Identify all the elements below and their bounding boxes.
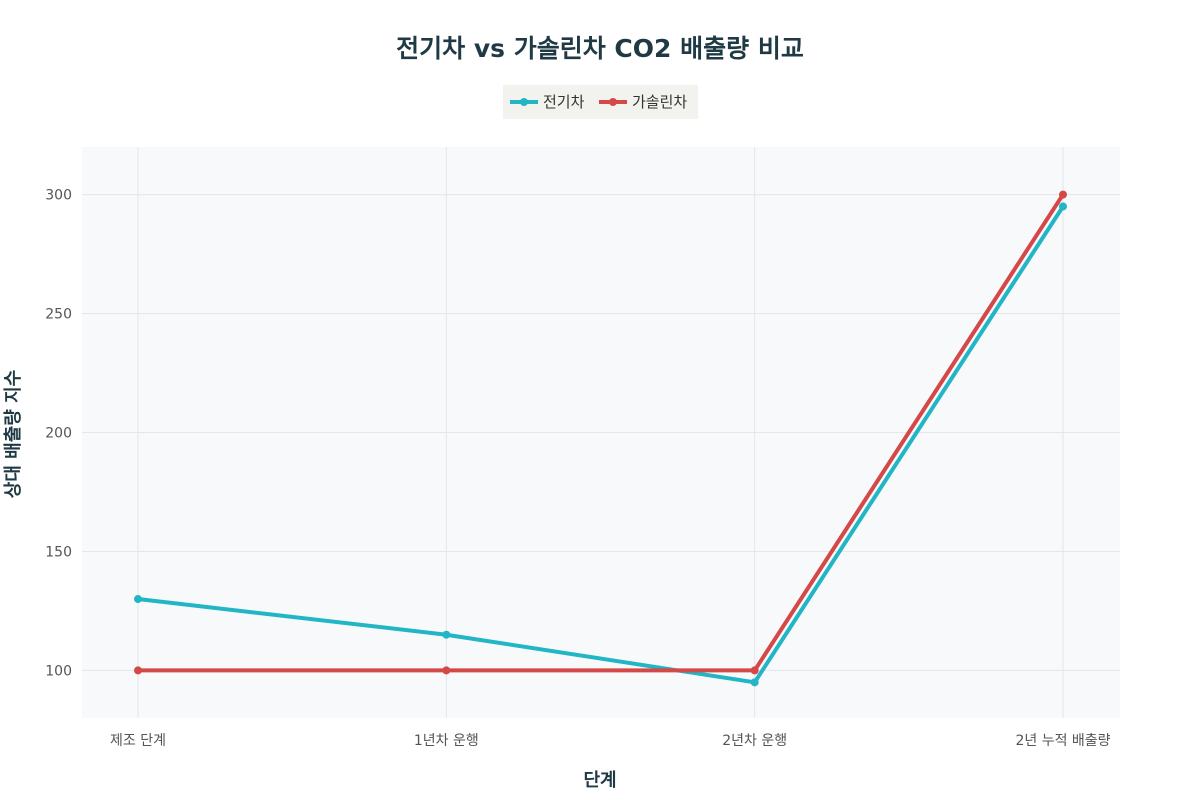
x-axis-title: 단계 <box>583 770 616 791</box>
chart-title: 전기차 vs 가솔린차 CO2 배출량 비교 <box>396 34 804 63</box>
x-tick-label: 2년차 운행 <box>722 733 787 749</box>
series-line <box>136 204 1065 685</box>
data-point[interactable] <box>750 666 759 675</box>
data-point[interactable] <box>442 630 451 639</box>
y-tick-label: 300 <box>45 188 72 204</box>
legend-label-ev: 전기차 <box>543 93 585 111</box>
data-point[interactable] <box>134 595 142 604</box>
series-0 <box>134 202 1067 687</box>
x-tick-labels: 제조 단계 1년차 운행 2년차 운행 2년 누적 배출량 <box>110 733 1111 749</box>
data-point[interactable] <box>134 666 142 675</box>
legend[interactable]: 전기차 가솔린차 <box>503 85 698 119</box>
data-point[interactable] <box>1059 202 1067 211</box>
y-tick-label: 250 <box>45 307 72 323</box>
series-1 <box>134 190 1067 675</box>
y-tick-labels: 100 150 200 250 300 <box>45 188 72 680</box>
data-point[interactable] <box>1059 190 1067 199</box>
y-tick-label: 200 <box>45 426 72 442</box>
legend-label-gasoline: 가솔린차 <box>632 93 687 111</box>
x-tick-label: 1년차 운행 <box>414 733 479 749</box>
data-point[interactable] <box>442 666 451 675</box>
legend-item-ev[interactable]: 전기차 <box>510 93 585 111</box>
series-layer <box>134 190 1067 687</box>
x-tick-label: 2년 누적 배출량 <box>1015 733 1110 749</box>
y-tick-label: 100 <box>45 663 72 679</box>
x-tick-label: 제조 단계 <box>110 733 166 749</box>
y-tick-label: 150 <box>45 544 72 560</box>
legend-marker-ev <box>520 98 528 106</box>
data-point[interactable] <box>750 678 759 687</box>
legend-item-gasoline[interactable]: 가솔린차 <box>599 93 687 111</box>
legend-marker-gasoline <box>609 98 617 106</box>
series-line <box>136 192 1065 673</box>
y-axis-title: 상대 배출량 지수 <box>3 370 24 498</box>
